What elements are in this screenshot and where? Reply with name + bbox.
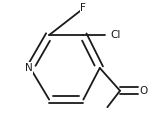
- Text: F: F: [80, 3, 86, 14]
- Text: O: O: [140, 86, 148, 96]
- Text: Cl: Cl: [110, 30, 120, 40]
- Text: N: N: [25, 63, 33, 73]
